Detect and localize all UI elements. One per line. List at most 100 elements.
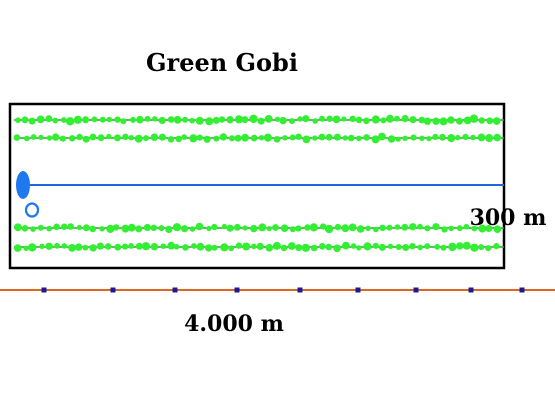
- tree-icon: [13, 134, 21, 141]
- tree-icon: [143, 135, 149, 142]
- tree-icon: [282, 135, 288, 141]
- tree-icon: [182, 244, 189, 251]
- tree-icon: [141, 242, 151, 251]
- tree-icon: [206, 225, 212, 232]
- tree-icon: [15, 117, 21, 123]
- tree-icon: [144, 115, 151, 122]
- tree-icon: [349, 115, 356, 123]
- tree-icon: [113, 134, 121, 142]
- tree-icon: [432, 133, 439, 140]
- tree-icon: [423, 117, 432, 125]
- tree-icon: [256, 242, 264, 250]
- tree-icon: [173, 244, 180, 250]
- tree-icon: [46, 225, 52, 232]
- tree-icon: [402, 244, 410, 251]
- tree-icon: [205, 244, 213, 252]
- tree-icon: [485, 134, 494, 142]
- tree-icon: [434, 243, 441, 250]
- tree-icon: [265, 244, 274, 252]
- tree-icon: [127, 223, 136, 232]
- tree-icon: [211, 244, 218, 251]
- tree-icon: [28, 117, 36, 125]
- tree-icon: [82, 224, 90, 232]
- tree-icon: [318, 133, 326, 141]
- tree-icon: [53, 223, 60, 231]
- tree-icon: [165, 225, 173, 233]
- tree-icon: [173, 115, 182, 124]
- marker-icon: [297, 287, 303, 293]
- tree-icon: [304, 224, 311, 231]
- tree-icon: [59, 135, 66, 142]
- tree-icon: [241, 116, 249, 124]
- tree-icon: [426, 136, 432, 142]
- tree-icon: [205, 117, 214, 126]
- marker-icon: [234, 287, 240, 293]
- tree-icon: [333, 133, 341, 141]
- tree-icon: [312, 135, 318, 141]
- tree-icon: [143, 223, 151, 232]
- tree-icon: [371, 135, 380, 144]
- tree-icon: [60, 117, 67, 123]
- tree-icon: [226, 224, 234, 232]
- tree-icon: [122, 243, 129, 250]
- tree-icon: [332, 115, 341, 124]
- tree-icon: [30, 134, 37, 140]
- tree-icon: [152, 116, 158, 122]
- tree-icon: [220, 243, 229, 252]
- tree-icon: [279, 116, 287, 125]
- tree-icon: [250, 224, 258, 233]
- tree-icon: [289, 226, 296, 233]
- tree-icon: [82, 244, 89, 251]
- tree-icon: [350, 243, 357, 249]
- tree-icon: [135, 242, 143, 250]
- tree-icon: [250, 134, 258, 142]
- tree-icon: [257, 117, 265, 125]
- tree-icon: [492, 117, 501, 125]
- pump-icon: [24, 202, 40, 218]
- tree-icon: [401, 115, 409, 123]
- tree-icon: [38, 134, 44, 140]
- tree-icon: [394, 224, 401, 230]
- tree-icon: [455, 134, 461, 141]
- tree-icon: [341, 116, 347, 122]
- tree-icon: [45, 242, 53, 250]
- tree-icon: [234, 223, 241, 231]
- tree-icon: [378, 243, 386, 251]
- marker-icon: [519, 287, 525, 293]
- tree-icon: [82, 135, 90, 143]
- tree-icon: [36, 115, 45, 124]
- tree-icon: [280, 224, 289, 232]
- tree-icon: [380, 117, 387, 124]
- width-label: 300 m: [470, 205, 547, 231]
- tree-icon: [234, 134, 242, 142]
- tree-icon: [448, 225, 455, 232]
- tree-icon: [394, 115, 400, 122]
- tree-icon: [456, 225, 463, 232]
- tree-icon: [289, 118, 295, 125]
- tree-icon: [356, 245, 362, 251]
- tree-icon: [324, 224, 334, 234]
- tree-icon: [89, 133, 97, 141]
- tree-icon: [114, 243, 122, 251]
- tree-icon: [130, 116, 136, 123]
- tree-icon: [226, 116, 234, 124]
- length-label: 4.000 m: [184, 311, 284, 337]
- tree-icon: [387, 243, 394, 249]
- tree-icon: [128, 135, 134, 141]
- tree-icon: [45, 115, 53, 123]
- tree-icon: [160, 243, 167, 249]
- tree-icon: [365, 225, 371, 231]
- tree-icon: [30, 226, 36, 232]
- tree-icon: [37, 224, 44, 231]
- tree-icon: [334, 223, 342, 231]
- tree-icon: [333, 244, 341, 253]
- tree-icon: [76, 224, 82, 231]
- tree-icon: [61, 243, 68, 249]
- tree-icon: [167, 136, 175, 143]
- tree-icon: [478, 244, 485, 251]
- tree-icon: [114, 116, 121, 123]
- tree-icon: [242, 225, 248, 231]
- tree-icon: [417, 223, 423, 230]
- tree-icon: [312, 118, 319, 124]
- tree-icon: [355, 116, 363, 124]
